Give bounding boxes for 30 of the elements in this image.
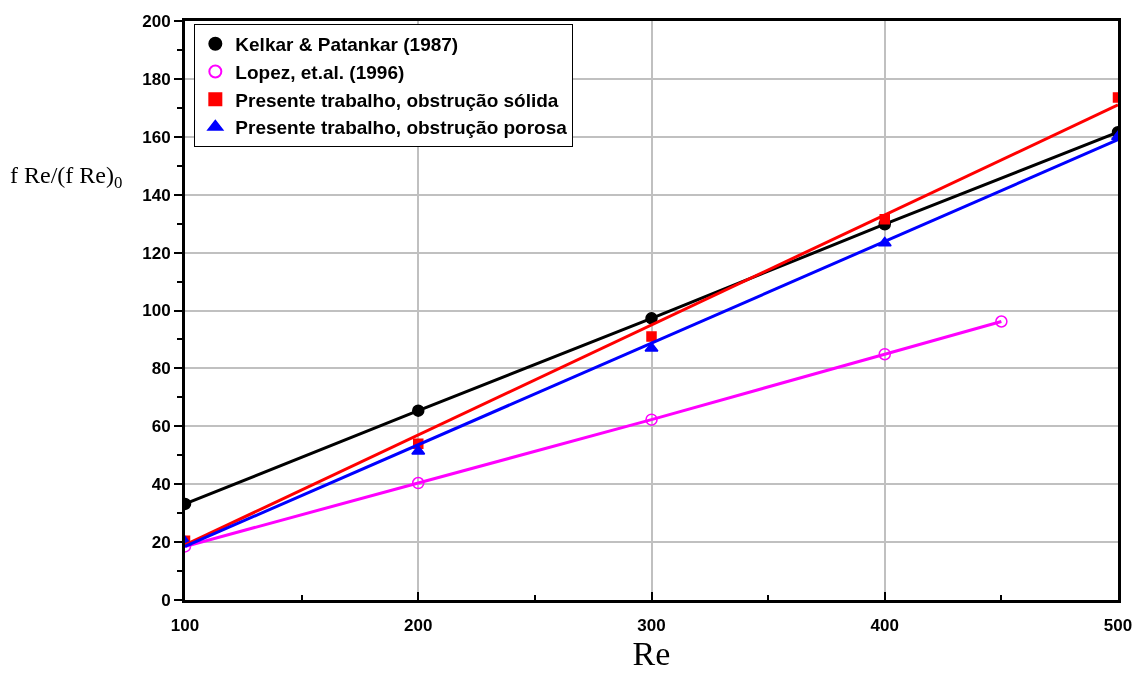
x-tick-label: 400 — [870, 616, 899, 636]
point — [646, 331, 657, 342]
y-tick-label: 160 — [142, 127, 171, 147]
y-axis-title: f Re/(f Re)$_{0}$ — [10, 162, 123, 193]
y-tick-label: 40 — [151, 475, 171, 495]
legend-label: Kelkar & Patankar (1987) — [235, 34, 459, 56]
y-tick-label: 80 — [151, 359, 171, 379]
y-tick-label: 60 — [151, 417, 171, 437]
legend-label: Presente trabalho, obstrução porosa — [235, 117, 568, 139]
x-tick-label: 500 — [1103, 616, 1133, 636]
x-axis-title: Re — [632, 635, 671, 673]
point — [412, 476, 425, 490]
y-tick-label: 200 — [142, 11, 171, 31]
x-tick-label: 200 — [404, 616, 433, 636]
y-tick-label: 100 — [142, 301, 171, 321]
y-tick-label: 0 — [161, 590, 171, 610]
point — [644, 341, 659, 352]
legend-label: Presente trabalho, obstrução sólida — [235, 89, 559, 111]
point — [412, 404, 425, 417]
y-tick-label: 120 — [142, 243, 171, 263]
y-tick-label: 180 — [142, 69, 171, 89]
point — [645, 312, 658, 325]
legend-label: Lopez, et.al. (1996) — [235, 61, 405, 83]
point — [411, 444, 426, 455]
point — [645, 413, 658, 426]
x-tick-label: 100 — [170, 616, 200, 636]
point — [878, 347, 891, 361]
y-tick-label: 140 — [142, 185, 171, 205]
y-tick-label: 20 — [151, 533, 171, 553]
x-tick-label: 300 — [637, 616, 666, 636]
